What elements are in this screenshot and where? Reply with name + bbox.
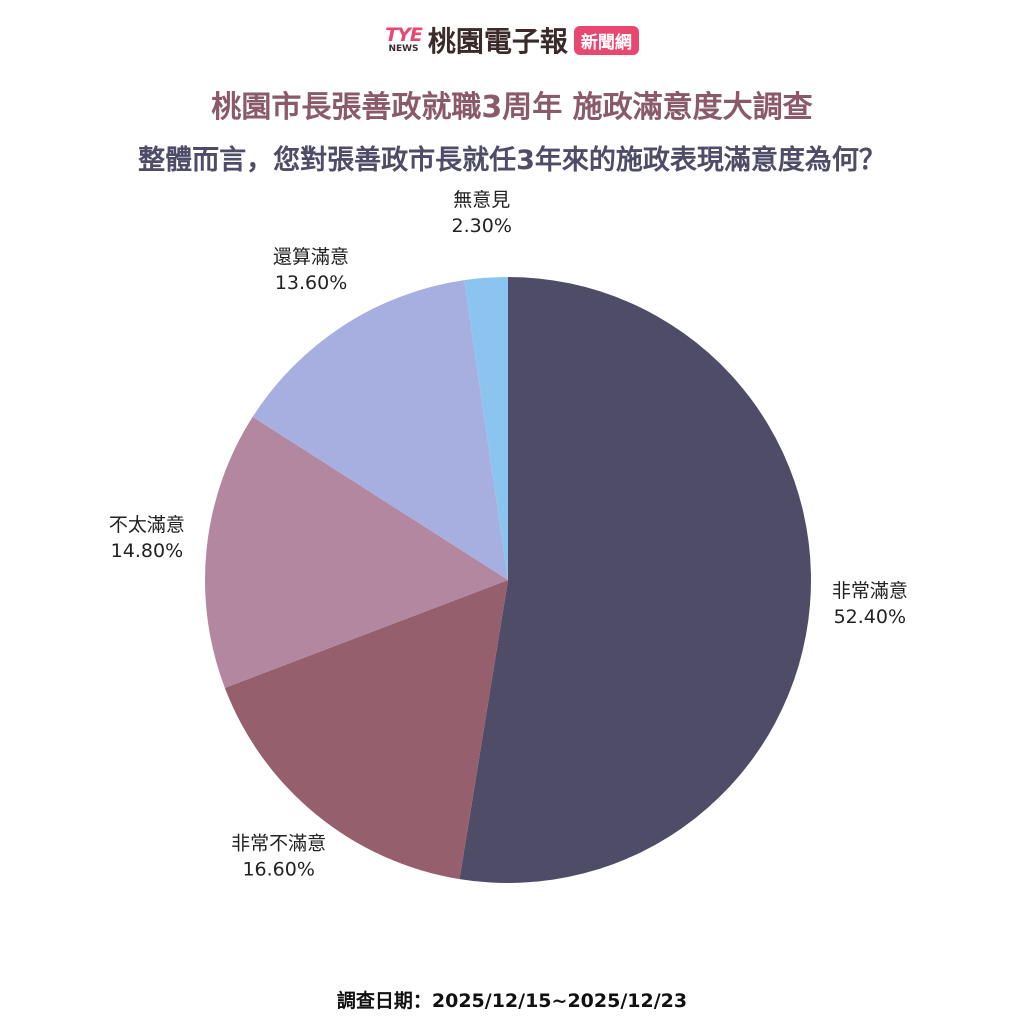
slice-category-label: 不太滿意 [109,514,185,536]
slice-value-label: 2.30% [452,215,512,237]
pie-slice [459,277,812,883]
slice-category-label: 無意見 [453,189,510,211]
pie-slice [224,580,509,880]
logo: TYE NEWS 桃園電子報 新聞網 [0,20,1024,60]
slice-category-label: 還算滿意 [273,246,349,268]
pie-slice [464,277,508,580]
chart-title: 桃園市長張善政就職3周年 施政滿意度大調查 [211,90,813,125]
brand-name: 桃園電子報 [427,25,568,58]
slice-value-label: 13.60% [275,272,347,294]
tye-news-logo: TYE NEWS [385,24,423,54]
chart-subtitle: 整體而言，您對張善政市長就任3年來的施政表現滿意度為何？ [138,145,886,176]
logo-text: TYE [385,24,423,46]
pie-slice [205,416,508,688]
slice-value-label: 14.80% [111,540,183,562]
slice-category-label: 非常不滿意 [231,832,326,854]
slice-value-label: 16.60% [242,858,314,880]
slice-value-label: 52.40% [834,606,906,628]
survey-date: 調查日期：2025/12/15~2025/12/23 [336,990,688,1012]
logo-sub: NEWS [388,44,419,54]
pie-slice [252,280,508,580]
slice-category-label: 非常滿意 [832,580,908,602]
brand-badge: 新聞網 [573,25,639,55]
